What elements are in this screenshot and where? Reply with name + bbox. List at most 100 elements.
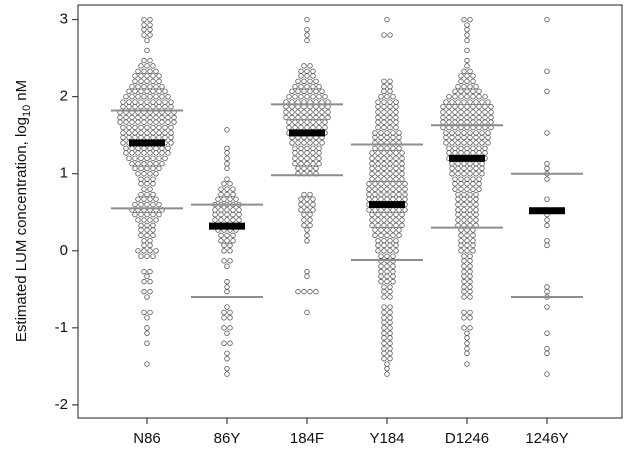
dot	[467, 288, 473, 295]
dot	[286, 93, 292, 100]
dot	[224, 350, 230, 356]
dot	[369, 165, 375, 172]
dot	[218, 191, 224, 198]
dot	[390, 134, 396, 141]
dot	[461, 325, 467, 331]
dot	[476, 104, 482, 110]
dot	[390, 145, 396, 152]
dot	[372, 232, 378, 239]
dot	[132, 201, 138, 208]
dot	[304, 83, 310, 90]
dot	[387, 335, 393, 341]
dot	[464, 150, 470, 156]
dot	[153, 68, 159, 74]
dot	[138, 104, 144, 110]
dot	[150, 165, 156, 172]
dot	[482, 119, 488, 125]
dot	[479, 134, 485, 141]
dot	[381, 238, 387, 244]
dot	[144, 361, 150, 367]
dot	[402, 207, 408, 213]
dot	[390, 268, 396, 275]
dot	[224, 355, 230, 362]
dot	[215, 196, 221, 202]
dot	[141, 16, 147, 23]
dot	[227, 325, 233, 331]
dot	[141, 217, 147, 223]
dot	[399, 165, 405, 172]
dot	[126, 130, 132, 136]
dot	[384, 196, 390, 202]
dot	[446, 104, 452, 110]
dot	[144, 325, 150, 331]
dot	[476, 119, 482, 125]
dot	[150, 88, 156, 94]
dot	[144, 227, 150, 233]
dot	[301, 88, 307, 94]
dot	[467, 161, 473, 167]
dot	[369, 161, 375, 167]
dot	[488, 109, 494, 115]
dot	[224, 304, 230, 310]
dot	[461, 99, 467, 105]
dot	[366, 186, 372, 192]
dot	[387, 211, 393, 218]
dot	[381, 119, 387, 125]
dot	[221, 242, 227, 249]
dot	[138, 211, 144, 218]
median-bar	[529, 207, 565, 215]
dot	[313, 78, 319, 84]
dot	[369, 217, 375, 223]
dot	[165, 93, 171, 100]
dot	[304, 207, 310, 213]
dot	[461, 273, 467, 279]
dot	[384, 361, 390, 367]
dot	[159, 145, 165, 152]
dot	[399, 222, 405, 229]
dot	[162, 99, 168, 105]
dot	[461, 217, 467, 223]
dot	[402, 181, 408, 187]
dot	[378, 263, 384, 269]
dot	[443, 134, 449, 141]
dot	[458, 242, 464, 249]
dot	[147, 22, 153, 28]
dot	[390, 130, 396, 136]
dot	[141, 68, 147, 74]
dot	[304, 161, 310, 167]
dot	[322, 124, 328, 131]
dot	[387, 309, 393, 316]
dot	[544, 196, 550, 202]
dot	[399, 161, 405, 167]
dot	[473, 196, 479, 202]
dot	[144, 273, 150, 279]
dot	[390, 196, 396, 202]
dot	[461, 140, 467, 146]
dot	[467, 201, 473, 208]
dot	[393, 238, 399, 244]
dot	[307, 109, 313, 115]
dot	[473, 171, 479, 177]
dot	[384, 278, 390, 285]
dot	[464, 93, 470, 100]
dot	[295, 78, 301, 84]
dot	[476, 181, 482, 187]
dot	[144, 330, 150, 336]
dot	[381, 340, 387, 346]
dot	[159, 161, 165, 167]
dot	[304, 119, 310, 125]
dot	[396, 191, 402, 198]
dot	[141, 242, 147, 249]
dot	[138, 181, 144, 187]
dot	[153, 119, 159, 125]
dot	[141, 83, 147, 90]
dot	[449, 161, 455, 167]
dot	[384, 232, 390, 239]
dot	[150, 191, 156, 198]
dot	[399, 211, 405, 218]
dot	[301, 217, 307, 223]
dot	[301, 211, 307, 218]
dot	[304, 201, 310, 208]
dot	[461, 258, 467, 264]
dot	[141, 278, 147, 285]
